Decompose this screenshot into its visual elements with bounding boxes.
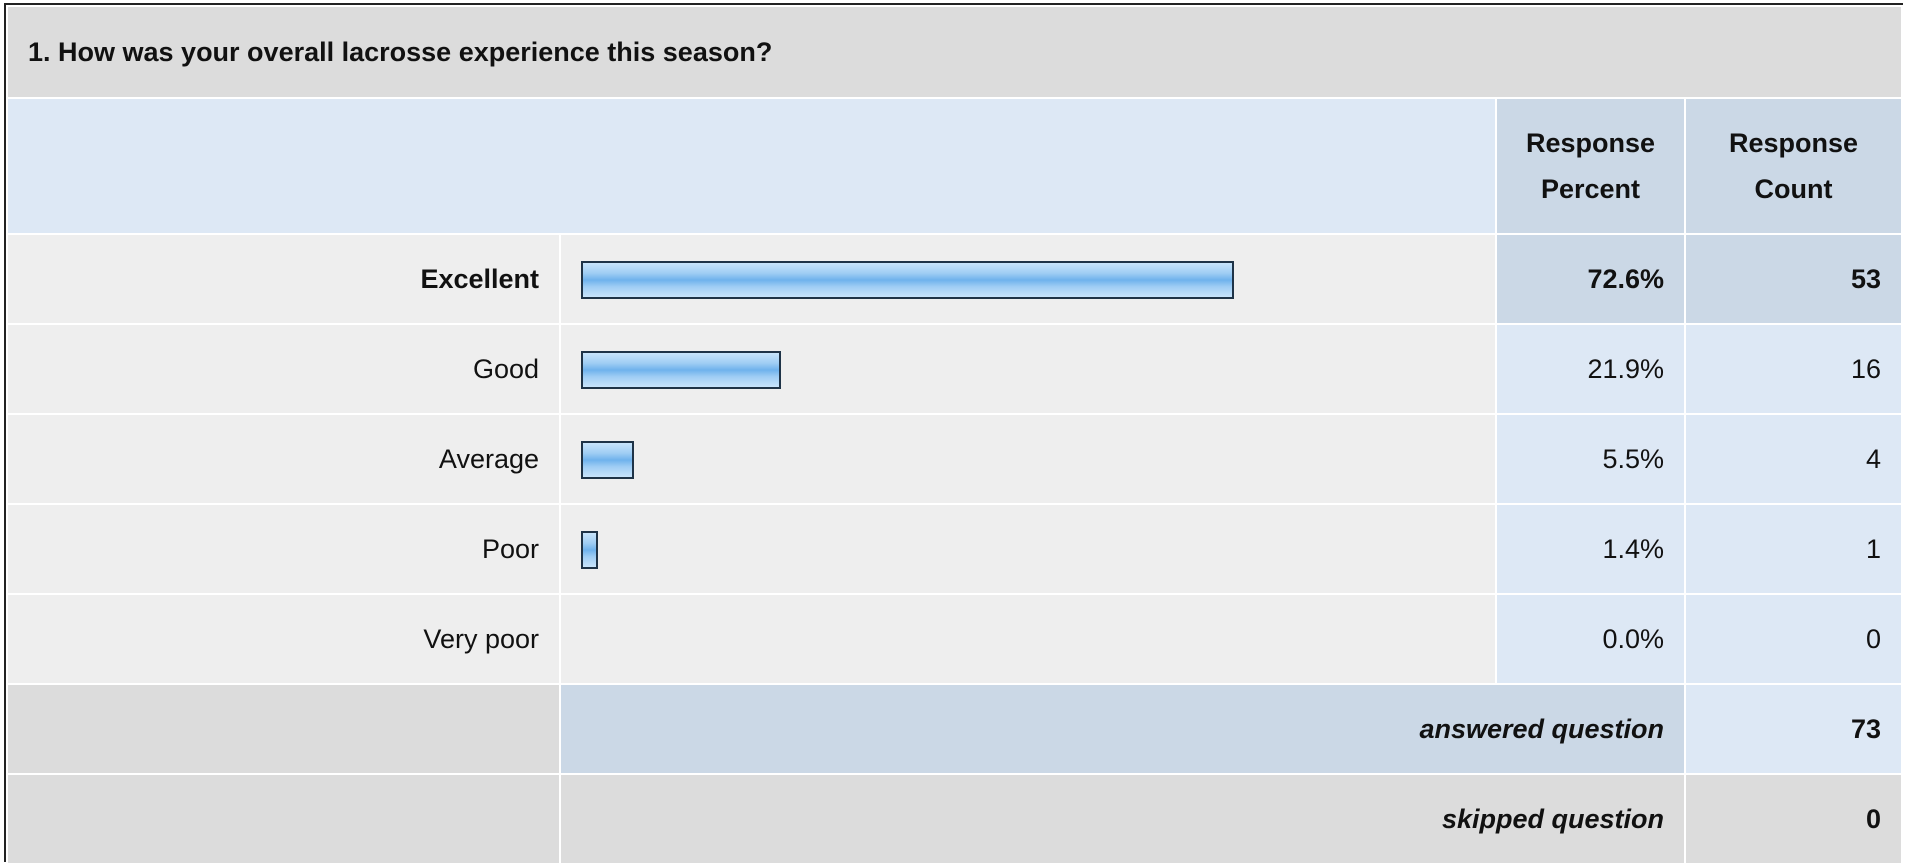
bar-cell [559, 413, 1497, 505]
table-row: Excellent 72.6% 53 [6, 233, 1904, 325]
skipped-question-count: 0 [1683, 773, 1904, 865]
question-title: 1. How was your overall lacrosse experie… [5, 5, 1904, 99]
summary-blank [6, 773, 561, 865]
row-count: 16 [1683, 323, 1904, 415]
row-percent: 21.9% [1495, 323, 1686, 415]
row-percent: 1.4% [1495, 503, 1686, 595]
answered-row: answered question 73 [6, 683, 1904, 775]
table-row: Good 21.9% 16 [6, 323, 1904, 415]
row-count: 53 [1683, 233, 1904, 325]
response-percent-header: Response Percent [1495, 97, 1686, 235]
header-blank [6, 97, 1497, 235]
table-row: Very poor 0.0% 0 [6, 593, 1904, 685]
bar-track [581, 621, 1475, 657]
response-count-header: Response Count [1683, 97, 1904, 235]
row-label: Good [6, 323, 561, 415]
bar-cell [559, 233, 1497, 325]
row-percent: 72.6% [1495, 233, 1686, 325]
survey-result-panel: 1. How was your overall lacrosse experie… [4, 3, 1904, 865]
bar-track [581, 351, 1475, 389]
bar-cell [559, 323, 1497, 415]
row-percent: 0.0% [1495, 593, 1686, 685]
bar-track [581, 441, 1475, 479]
bar-track [581, 261, 1475, 299]
answered-question-count: 73 [1683, 683, 1904, 775]
row-count: 0 [1683, 593, 1904, 685]
row-label: Very poor [6, 593, 561, 685]
answered-question-label: answered question [559, 683, 1686, 775]
bar-average [581, 441, 634, 479]
skipped-row: skipped question 0 [6, 773, 1904, 865]
row-percent: 5.5% [1495, 413, 1686, 505]
bar-good [581, 351, 781, 389]
row-label: Poor [6, 503, 561, 595]
bar-cell [559, 503, 1497, 595]
row-label: Excellent [6, 233, 561, 325]
bar-poor [581, 531, 598, 569]
skipped-question-label: skipped question [559, 773, 1686, 865]
summary-blank [6, 683, 561, 775]
table-row: Poor 1.4% 1 [6, 503, 1904, 595]
survey-table: 1. How was your overall lacrosse experie… [5, 5, 1904, 865]
bar-excellent [581, 261, 1234, 299]
bar-track [581, 531, 1475, 569]
table-row: Average 5.5% 4 [6, 413, 1904, 505]
row-label: Average [6, 413, 561, 505]
row-count: 4 [1683, 413, 1904, 505]
bar-cell [559, 593, 1497, 685]
row-count: 1 [1683, 503, 1904, 595]
